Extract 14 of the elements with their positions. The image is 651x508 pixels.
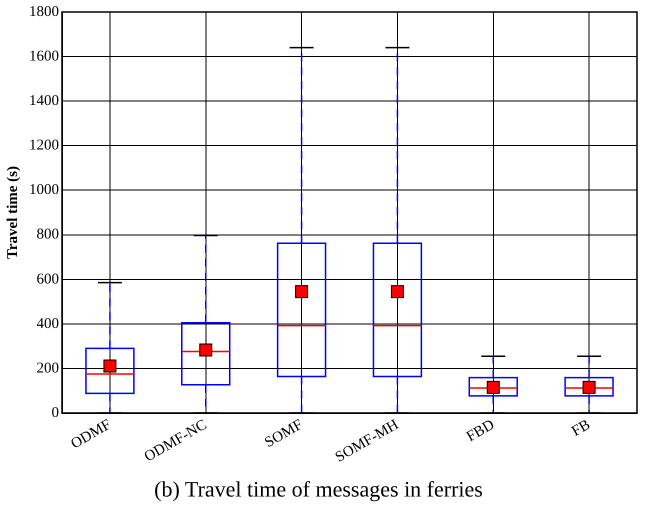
- y-tick-label: 1200: [29, 138, 59, 154]
- y-tick-label: 800: [36, 226, 59, 243]
- y-tick-label: 1800: [29, 4, 59, 20]
- y-tick-label: 600: [36, 271, 59, 288]
- x-tick-label: FB: [569, 416, 594, 440]
- text: (b) Travel time of messages in ferries: [154, 476, 483, 502]
- y-tick-label: 1600: [29, 48, 59, 64]
- y-tick-label: 1400: [29, 93, 59, 110]
- y-tick-label: 400: [36, 316, 59, 332]
- x-tick-label: FBD: [464, 416, 498, 446]
- y-tick-label: 1000: [29, 182, 59, 198]
- y-tick-label: 200: [36, 360, 59, 376]
- y-tick-label: 0: [52, 404, 59, 421]
- y-axis-title: Travel time (s): [4, 166, 21, 260]
